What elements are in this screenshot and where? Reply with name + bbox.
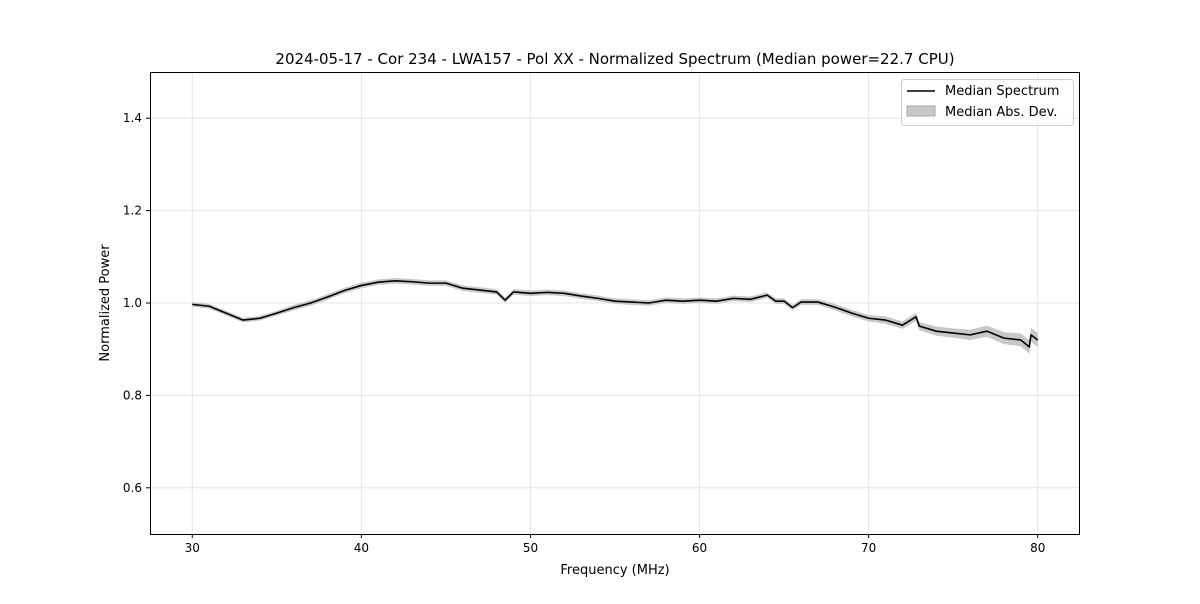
- x-tick-label: 60: [692, 541, 707, 555]
- legend: Median Spectrum Median Abs. Dev.: [901, 79, 1074, 126]
- median-spectrum-line: [192, 280, 1039, 348]
- legend-label-median: Median Spectrum: [945, 84, 1059, 99]
- axis-ticks: 30 40 50 60 70 80 0.6 0.8 1.0 1.2 1.4: [123, 111, 1045, 555]
- x-tick-label: 70: [861, 541, 876, 555]
- y-tick-label: 0.6: [123, 481, 142, 495]
- mad-band: [192, 278, 1038, 354]
- chart-title: 2024-05-17 - Cor 234 - LWA157 - Pol XX -…: [275, 50, 954, 68]
- x-tick-label: 50: [523, 541, 538, 555]
- y-axis-label: Normalized Power: [98, 244, 113, 362]
- x-tick-label: 30: [185, 541, 200, 555]
- y-tick-label: 1.0: [123, 296, 142, 310]
- y-tick-label: 1.4: [123, 111, 142, 125]
- legend-band-swatch: [906, 105, 936, 117]
- y-tick-label: 0.8: [123, 388, 142, 402]
- x-axis-label: Frequency (MHz): [560, 563, 669, 578]
- x-tick-label: 40: [354, 541, 369, 555]
- legend-label-mad: Median Abs. Dev.: [945, 105, 1057, 120]
- y-tick-label: 1.2: [123, 204, 142, 218]
- x-tick-label: 80: [1030, 541, 1045, 555]
- plot-frame: [150, 72, 1080, 535]
- legend-box: [901, 79, 1074, 126]
